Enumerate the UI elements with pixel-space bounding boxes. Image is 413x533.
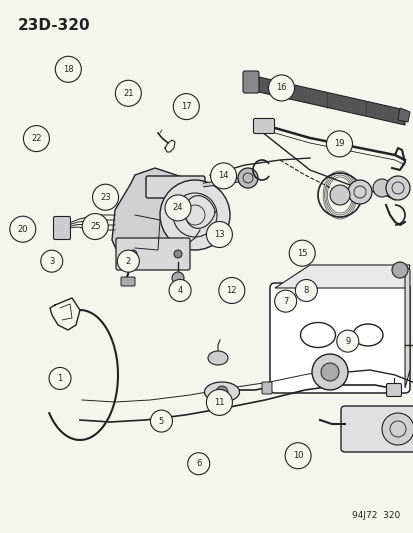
Circle shape xyxy=(336,330,358,352)
Circle shape xyxy=(320,363,338,381)
Text: 21: 21 xyxy=(123,89,133,98)
Text: 5: 5 xyxy=(159,417,164,425)
Circle shape xyxy=(372,179,390,197)
Circle shape xyxy=(294,279,317,302)
Circle shape xyxy=(206,390,232,415)
Text: 20: 20 xyxy=(17,225,28,233)
Circle shape xyxy=(173,94,199,119)
Circle shape xyxy=(82,214,108,239)
Circle shape xyxy=(93,184,118,210)
Circle shape xyxy=(55,56,81,82)
Circle shape xyxy=(169,279,191,302)
Circle shape xyxy=(289,240,314,266)
Circle shape xyxy=(347,180,371,204)
Polygon shape xyxy=(274,265,409,288)
Polygon shape xyxy=(112,168,188,265)
Text: 4: 4 xyxy=(177,286,182,295)
FancyBboxPatch shape xyxy=(253,118,274,133)
Text: 3: 3 xyxy=(49,257,54,265)
Circle shape xyxy=(117,250,139,272)
Text: 19: 19 xyxy=(333,140,344,148)
FancyBboxPatch shape xyxy=(121,277,135,286)
FancyBboxPatch shape xyxy=(340,406,413,452)
Text: 8: 8 xyxy=(303,286,308,295)
Circle shape xyxy=(311,354,347,390)
Ellipse shape xyxy=(207,351,228,365)
FancyBboxPatch shape xyxy=(116,238,190,270)
Ellipse shape xyxy=(204,382,239,402)
Circle shape xyxy=(385,176,409,200)
Text: 24: 24 xyxy=(172,204,183,212)
FancyBboxPatch shape xyxy=(146,176,204,198)
Text: 7: 7 xyxy=(282,297,287,305)
Circle shape xyxy=(274,290,296,312)
Text: 15: 15 xyxy=(296,249,307,257)
Text: 94J72  320: 94J72 320 xyxy=(351,511,399,520)
Circle shape xyxy=(10,216,36,242)
Circle shape xyxy=(159,180,230,250)
Circle shape xyxy=(237,168,257,188)
FancyBboxPatch shape xyxy=(261,382,271,394)
Text: 6: 6 xyxy=(196,459,201,468)
Text: 17: 17 xyxy=(180,102,191,111)
Circle shape xyxy=(285,443,310,469)
Circle shape xyxy=(171,272,183,284)
Text: 1: 1 xyxy=(57,374,62,383)
FancyBboxPatch shape xyxy=(269,283,409,393)
Circle shape xyxy=(173,250,182,258)
Circle shape xyxy=(326,131,351,157)
Text: 14: 14 xyxy=(218,172,228,180)
Text: 16: 16 xyxy=(275,84,286,92)
Circle shape xyxy=(165,195,190,221)
Polygon shape xyxy=(249,75,404,125)
Circle shape xyxy=(206,222,232,247)
Text: 18: 18 xyxy=(63,65,74,74)
Text: 10: 10 xyxy=(292,451,303,460)
Text: 22: 22 xyxy=(31,134,42,143)
Text: 2: 2 xyxy=(126,257,131,265)
Circle shape xyxy=(150,410,172,432)
Circle shape xyxy=(115,80,141,106)
Circle shape xyxy=(216,386,228,398)
Polygon shape xyxy=(397,108,409,122)
Circle shape xyxy=(268,75,294,101)
FancyBboxPatch shape xyxy=(242,71,259,93)
Text: 23D-320: 23D-320 xyxy=(18,18,90,33)
Circle shape xyxy=(24,126,49,151)
Circle shape xyxy=(187,453,209,475)
Polygon shape xyxy=(404,265,409,388)
Text: 23: 23 xyxy=(100,193,111,201)
Circle shape xyxy=(210,163,236,189)
Text: 12: 12 xyxy=(226,286,237,295)
Text: 13: 13 xyxy=(214,230,224,239)
Text: 11: 11 xyxy=(214,398,224,407)
Circle shape xyxy=(129,250,137,258)
Circle shape xyxy=(391,262,407,278)
Circle shape xyxy=(218,278,244,303)
Text: 9: 9 xyxy=(344,337,349,345)
FancyBboxPatch shape xyxy=(386,384,401,397)
Circle shape xyxy=(329,185,349,205)
Circle shape xyxy=(49,367,71,390)
Text: 25: 25 xyxy=(90,222,100,231)
Circle shape xyxy=(40,250,63,272)
Circle shape xyxy=(381,413,413,445)
FancyBboxPatch shape xyxy=(53,216,70,239)
